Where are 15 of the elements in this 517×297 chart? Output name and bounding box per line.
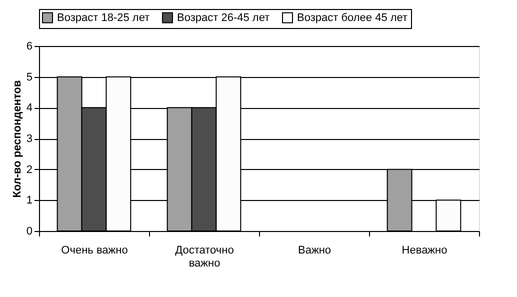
y-tick-label: 2	[26, 164, 32, 176]
x-tick-label: Неважно	[402, 244, 448, 256]
y-tick-label: 1	[26, 194, 32, 207]
y-tick-label: 5	[26, 71, 32, 84]
legend-label: Возраст 18-25 лет	[57, 12, 150, 24]
y-tick-label: 0	[26, 226, 32, 238]
legend-label: Возраст 26-45 лет	[177, 12, 270, 24]
y-axis-title: Кол-во респондентов	[11, 80, 24, 198]
x-tick-label: Достаточно важно	[175, 244, 234, 270]
x-tick-label: Очень важно	[61, 244, 128, 256]
y-tick-label: 6	[26, 40, 32, 52]
y-tick-label: 3	[26, 133, 32, 145]
legend-label: Возраст более 45 лет	[297, 12, 408, 24]
x-tick-label: Важно	[298, 244, 332, 256]
y-tick-label: 4	[26, 102, 32, 114]
